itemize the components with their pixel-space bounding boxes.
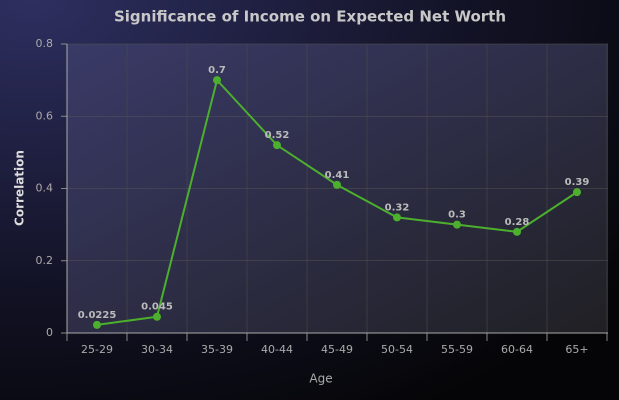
x-tick-label: 25-29 — [81, 343, 113, 356]
marker — [153, 312, 161, 321]
marker — [393, 213, 401, 222]
marker — [273, 141, 281, 150]
y-tick-label: 0.6 — [36, 109, 54, 122]
data-label: 0.39 — [565, 177, 590, 188]
data-label: 0.28 — [505, 217, 530, 228]
data-label: 0.7 — [208, 65, 226, 76]
x-tick-label: 50-54 — [381, 343, 413, 356]
data-label: 0.32 — [385, 202, 410, 213]
marker — [573, 188, 581, 197]
x-tick-label: 30-34 — [141, 343, 173, 356]
marker — [453, 220, 461, 229]
y-tick-label: 0.4 — [36, 182, 54, 195]
y-tick-label: 0 — [46, 326, 53, 339]
x-tick-label: 65+ — [565, 343, 588, 356]
marker — [213, 76, 221, 85]
chart-title: Significance of Income on Expected Net W… — [114, 8, 506, 26]
x-tick-label: 35-39 — [201, 343, 233, 356]
data-label: 0.41 — [325, 170, 350, 181]
x-tick-label: 60-64 — [501, 343, 533, 356]
y-tick-label: 0.2 — [36, 254, 54, 267]
data-label: 0.045 — [141, 302, 173, 313]
y-tick-label: 0.8 — [36, 37, 54, 50]
data-label: 0.3 — [448, 210, 466, 221]
x-axis-label: Age — [309, 372, 332, 386]
marker — [333, 180, 341, 189]
marker — [93, 320, 101, 329]
data-label: 0.52 — [265, 130, 290, 141]
y-axis-label: Correlation — [13, 150, 27, 226]
data-label: 0.0225 — [78, 310, 117, 321]
x-tick-label: 45-49 — [321, 343, 353, 356]
x-tick-label: 40-44 — [261, 343, 293, 356]
marker — [513, 227, 521, 236]
x-tick-label: 55-59 — [441, 343, 473, 356]
